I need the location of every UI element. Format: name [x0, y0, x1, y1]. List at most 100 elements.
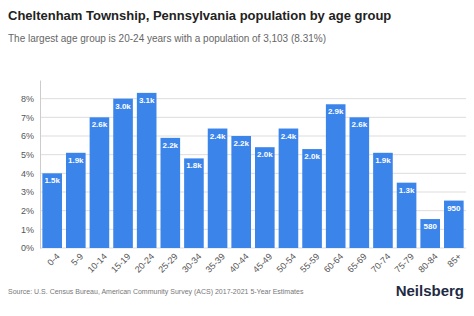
bar-label: 2.4k: [281, 132, 297, 141]
x-tick: 10-14: [86, 248, 109, 275]
bar: [90, 117, 110, 248]
x-tick-label: 60-64: [322, 251, 345, 274]
y-axis-line: [40, 81, 41, 249]
bar-label: 580: [424, 222, 438, 231]
bar: [326, 104, 346, 248]
x-tick: 55-59: [298, 248, 321, 275]
x-tick-label: 80-84: [416, 251, 439, 274]
y-tick-label: 2%: [21, 206, 34, 216]
y-tick-label: 1%: [21, 225, 34, 235]
x-tick-label: 15-19: [109, 251, 132, 274]
x-tick-label: 10-14: [86, 251, 109, 274]
x-tick: 45-49: [251, 248, 274, 275]
x-tick-label: 45-49: [251, 251, 274, 274]
bar: [66, 153, 86, 248]
bar: [255, 147, 275, 248]
bar-label: 1.5k: [44, 176, 60, 185]
bar-label: 2.2k: [233, 139, 249, 148]
bar-label: 2.0k: [257, 150, 273, 159]
y-tick: 8%: [21, 94, 40, 104]
y-tick-label: 3%: [21, 187, 34, 197]
bar-label: 2.4k: [210, 132, 226, 141]
x-tick: 50-54: [275, 248, 298, 275]
bar: [231, 136, 251, 248]
y-tick-label: 4%: [21, 169, 34, 179]
x-tick: 80-84: [416, 248, 439, 275]
bar-labels: 1.5k 1.9k 2.6k 3.0k 3.1k 2.2k 1.8k 2.4k 2.2k 2.0k…: [44, 96, 461, 231]
bar: [160, 138, 180, 248]
bar: [350, 117, 370, 248]
bar-label: 2.9k: [328, 107, 344, 116]
bar: [444, 201, 464, 248]
bar: [184, 158, 204, 248]
x-axis: 0-4 5-910-1415-1920-2425-2930-3435-3940-4…: [45, 248, 463, 275]
chart: Cheltenham Township, Pennsylvania popula…: [0, 0, 474, 316]
x-tick: 30-34: [180, 248, 203, 275]
x-tick: 60-64: [322, 248, 345, 275]
y-tick-label: 5%: [21, 150, 34, 160]
y-tick-label: 0%: [21, 243, 34, 253]
bar-label: 950: [447, 204, 461, 213]
y-tick: 6%: [21, 131, 40, 141]
bar: [137, 93, 157, 248]
y-tick: 1%: [21, 225, 40, 235]
bar: [420, 219, 440, 248]
y-tick-label: 8%: [21, 94, 34, 104]
x-tick: 70-74: [369, 248, 392, 275]
x-tick-label: 70-74: [369, 251, 392, 274]
title: Cheltenham Township, Pennsylvania popula…: [8, 8, 391, 23]
brand: Neilsberg: [396, 282, 464, 299]
bar: [113, 99, 133, 248]
x-tick-label: 50-54: [275, 251, 298, 274]
bar-label: 3.1k: [139, 96, 155, 105]
bar-label: 2.0k: [304, 152, 320, 161]
y-tick: 3%: [21, 187, 40, 197]
x-tick-label: 55-59: [298, 251, 321, 274]
grid: [40, 99, 466, 248]
grid-line: [40, 98, 466, 99]
bar-label: 2.6k: [352, 120, 368, 129]
y-tick: 5%: [21, 150, 40, 160]
x-tick-label: 0-4: [45, 251, 61, 267]
x-tick-label: 65-69: [345, 251, 368, 274]
bar-label: 1.9k: [68, 156, 84, 165]
y-tick: 7%: [21, 113, 40, 123]
y-axis: 0% 1% 2% 3% 4% 5% 6% 7% 8%: [21, 81, 41, 254]
bars: [42, 93, 463, 248]
bar-label: 1.9k: [375, 156, 391, 165]
bar: [302, 149, 322, 248]
bar: [208, 129, 228, 248]
bar-label: 1.8k: [186, 161, 202, 170]
x-tick: 5-9: [69, 248, 85, 268]
x-tick-label: 25-29: [156, 251, 179, 274]
x-tick: 0-4: [45, 248, 61, 268]
x-tick: 25-29: [156, 248, 179, 275]
x-tick: 15-19: [109, 248, 132, 275]
x-tick-label: 20-24: [133, 251, 156, 274]
x-tick-label: 75-79: [393, 251, 416, 274]
source-note: Source: U.S. Census Bureau, American Com…: [8, 288, 304, 296]
bar: [279, 129, 299, 248]
bar-label: 3.0k: [115, 102, 131, 111]
subtitle: The largest age group is 20-24 years wit…: [8, 33, 326, 44]
y-tick-label: 6%: [21, 131, 34, 141]
x-tick: 75-79: [393, 248, 416, 275]
y-tick: 2%: [21, 206, 40, 216]
bar: [397, 183, 417, 248]
x-tick: 35-39: [204, 248, 227, 275]
x-tick-label: 85+: [445, 251, 463, 269]
x-tick-label: 30-34: [180, 251, 203, 274]
y-tick: 4%: [21, 169, 40, 179]
bar: [42, 173, 62, 248]
bar-label: 1.3k: [399, 186, 415, 195]
x-tick: 40-44: [227, 248, 250, 275]
bar-label: 2.6k: [92, 120, 108, 129]
x-tick: 20-24: [133, 248, 156, 275]
y-tick-label: 7%: [21, 113, 34, 123]
bar: [373, 153, 393, 248]
x-tick-label: 40-44: [227, 251, 250, 274]
x-tick-label: 5-9: [69, 251, 85, 267]
y-tick: 0%: [21, 243, 40, 253]
bar-label: 2.2k: [163, 141, 179, 150]
x-tick: 65-69: [345, 248, 368, 275]
